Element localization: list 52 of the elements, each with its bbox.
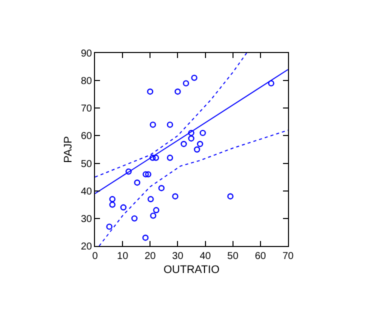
point bbox=[120, 204, 126, 210]
point bbox=[147, 88, 154, 95]
point bbox=[174, 88, 181, 95]
point bbox=[142, 171, 149, 178]
point bbox=[268, 80, 274, 86]
point bbox=[109, 196, 116, 202]
x-tick-label: 40 bbox=[200, 251, 212, 262]
y-tick-label: 90 bbox=[80, 48, 92, 60]
point bbox=[200, 130, 206, 136]
line-series bbox=[95, 53, 248, 178]
x-tick-label: 70 bbox=[282, 251, 294, 262]
point bbox=[153, 207, 160, 214]
y-tick-label: 40 bbox=[80, 186, 92, 198]
point bbox=[196, 140, 204, 148]
point bbox=[134, 179, 140, 186]
point bbox=[142, 234, 149, 241]
point bbox=[158, 185, 165, 192]
point bbox=[109, 202, 116, 208]
x-axis-title: OUTRATIO bbox=[163, 264, 220, 276]
point bbox=[150, 154, 156, 161]
y-axis-title: PAJP bbox=[62, 136, 75, 163]
line-series bbox=[98, 130, 288, 246]
point bbox=[180, 140, 187, 148]
point bbox=[126, 168, 132, 175]
x-tick-label: 60 bbox=[254, 251, 266, 262]
point bbox=[227, 193, 234, 200]
y-tick-label: 70 bbox=[80, 104, 92, 115]
point bbox=[150, 212, 156, 219]
x-tick-label: 30 bbox=[172, 251, 184, 262]
point bbox=[188, 130, 194, 136]
point bbox=[194, 146, 200, 153]
point bbox=[188, 135, 194, 142]
point bbox=[148, 196, 154, 202]
x-tick-label: 50 bbox=[227, 251, 239, 262]
point bbox=[152, 154, 160, 161]
point bbox=[106, 224, 112, 230]
point bbox=[172, 193, 178, 200]
point bbox=[150, 122, 156, 128]
point bbox=[166, 122, 174, 128]
x-tick-label: 10 bbox=[117, 251, 129, 262]
x-tick-label: 20 bbox=[144, 251, 156, 262]
x-tick-label: 0 bbox=[92, 251, 98, 262]
y-tick-label: 60 bbox=[80, 131, 92, 142]
point bbox=[191, 74, 198, 81]
y-tick-label: 20 bbox=[80, 242, 92, 252]
y-tick-label: 30 bbox=[80, 214, 92, 225]
point bbox=[131, 215, 138, 222]
y-tick-label: 80 bbox=[80, 76, 92, 88]
point bbox=[182, 80, 190, 86]
y-tick-label: 50 bbox=[80, 158, 92, 170]
point bbox=[166, 154, 174, 161]
point bbox=[145, 171, 152, 178]
